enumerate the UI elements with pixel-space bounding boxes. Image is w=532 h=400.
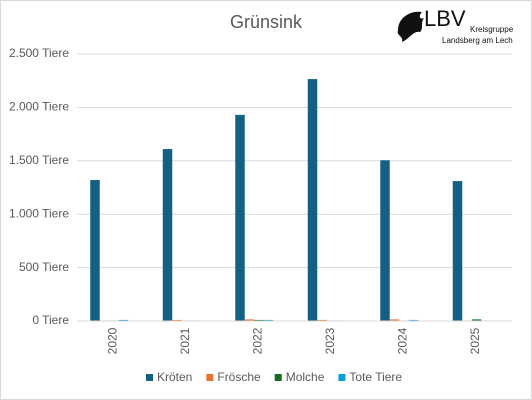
logo-line1: Kreisgruppe [470, 25, 514, 34]
legend-label: Molche [286, 370, 325, 384]
bar [244, 319, 255, 321]
bar [389, 319, 400, 321]
y-tick-label: 1.000 Tiere [9, 206, 69, 220]
bar [90, 180, 100, 321]
y-tick-label: 0 Tiere [32, 313, 69, 327]
bar [172, 319, 182, 321]
legend-label: Frösche [217, 370, 261, 384]
bar [452, 181, 463, 321]
x-tick-label: 2021 [178, 327, 192, 354]
bar [118, 319, 129, 321]
legend-swatch [274, 374, 282, 381]
y-tick-label: 2.000 Tiere [9, 100, 69, 114]
bar [471, 319, 482, 321]
chart-title: Grünsink [230, 12, 303, 32]
bar [254, 319, 264, 321]
bar [408, 319, 419, 321]
x-tick-label: 2020 [105, 327, 119, 354]
x-tick-label: 2022 [250, 327, 264, 354]
legend-label: Kröten [157, 370, 192, 384]
legend-swatch [206, 374, 214, 381]
y-tick-label: 1.500 Tiere [9, 153, 69, 167]
logo: LBV Kreisgruppe Landsberg am Lech [397, 6, 514, 45]
legend-swatch [338, 374, 346, 381]
legend-swatch [146, 374, 153, 381]
y-tick-label: 2.500 Tiere [9, 46, 69, 60]
bar [162, 149, 173, 321]
logo-line2: Landsberg am Lech [442, 36, 513, 45]
bar [235, 114, 245, 321]
x-tick-label: 2024 [395, 327, 409, 354]
bar [307, 79, 318, 322]
y-tick-label: 500 Tiere [19, 260, 69, 274]
x-tick-label: 2025 [468, 327, 482, 354]
bar [263, 319, 274, 321]
logo-name: LBV [424, 6, 466, 31]
legend-label: Tote Tiere [349, 370, 402, 384]
logo-bird [397, 11, 424, 42]
bar [317, 319, 327, 321]
bar [380, 160, 390, 321]
x-tick-label: 2023 [323, 327, 337, 354]
